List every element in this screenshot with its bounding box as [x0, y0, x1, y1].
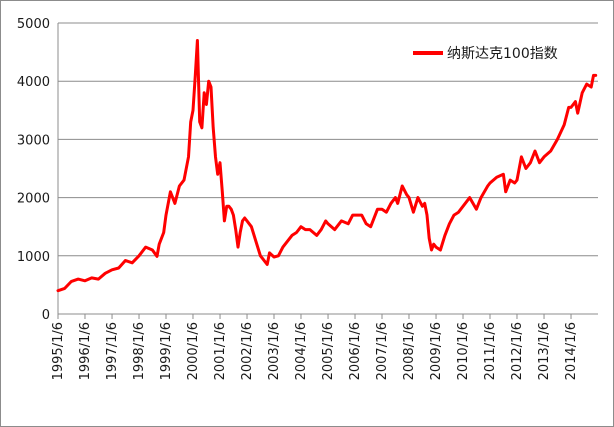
gridlines — [58, 22, 598, 257]
x-tick-label: 2004/1/6 — [294, 322, 309, 380]
x-tick-labels: 1995/1/6 1996/1/6 1997/1/6 1998/1/6 1999/1/6… — [51, 322, 579, 380]
x-tick-label: 2002/1/6 — [240, 322, 255, 380]
x-tick-label: 1998/1/6 — [132, 322, 147, 380]
x-tick-label: 2013/1/6 — [537, 322, 552, 380]
x-tick-label: 1996/1/6 — [78, 322, 93, 380]
x-tick-label: 1997/1/6 — [105, 322, 120, 380]
x-tick-label: 2011/1/6 — [483, 322, 498, 380]
legend-label: 纳斯达克100指数 — [447, 46, 558, 62]
series-line — [56, 39, 598, 293]
x-tick-label: 2005/1/6 — [321, 322, 336, 380]
x-tick-label: 1995/1/6 — [51, 322, 66, 380]
x-tick-label: 2010/1/6 — [456, 322, 471, 380]
x-tick-label: 2003/1/6 — [267, 322, 282, 380]
x-tick-label: 2007/1/6 — [375, 322, 390, 380]
y-tick-label: 0 — [42, 308, 50, 323]
x-tick-label: 2008/1/6 — [402, 322, 417, 380]
y-tick-label: 5000 — [17, 17, 50, 32]
x-tick-label: 2006/1/6 — [348, 322, 363, 380]
y-tick-label: 2000 — [17, 192, 50, 207]
y-tick-label: 4000 — [17, 75, 50, 90]
x-tick-label: 2001/1/6 — [213, 322, 228, 380]
x-tick-label: 2014/1/6 — [564, 322, 579, 380]
series-lines — [56, 39, 598, 293]
x-tick-label: 1999/1/6 — [159, 322, 174, 380]
x-tick-label: 2009/1/6 — [429, 322, 444, 380]
y-tick-label: 1000 — [17, 250, 50, 265]
y-tick-labels: 0 1000 2000 3000 4000 5000 — [17, 17, 50, 323]
x-tick-label: 2012/1/6 — [510, 322, 525, 380]
x-tick-label: 2000/1/6 — [186, 322, 201, 380]
axes — [57, 23, 598, 319]
legend: 纳斯达克100指数 — [413, 46, 558, 62]
y-tick-label: 3000 — [17, 133, 50, 148]
